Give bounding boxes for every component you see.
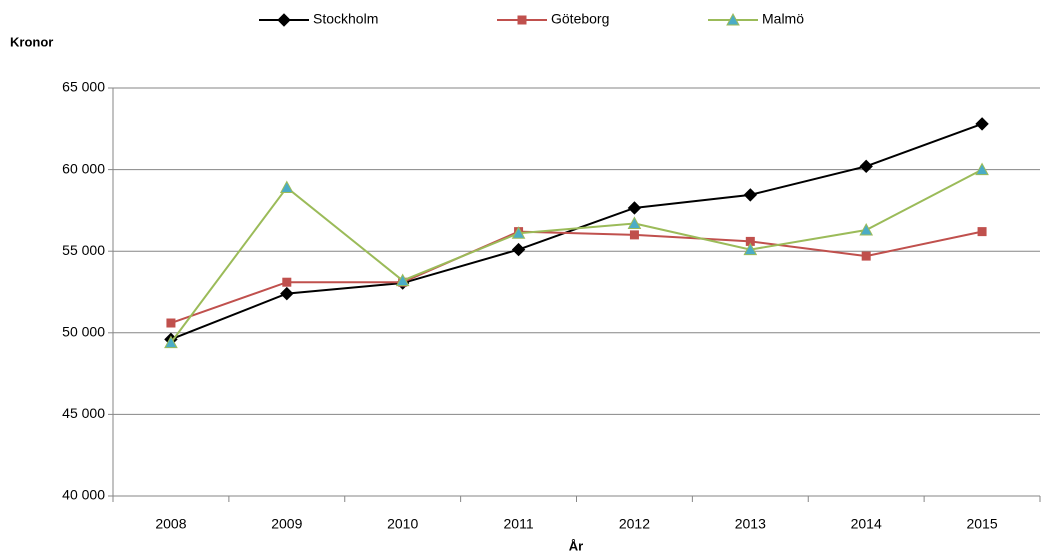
marker: [511, 242, 526, 257]
marker: [975, 117, 989, 131]
marker: [280, 286, 294, 301]
marker: [861, 251, 871, 261]
y-tick-label: 50 000: [62, 324, 105, 340]
x-tick-label: 2010: [387, 516, 418, 532]
marker: [627, 216, 642, 229]
marker: [726, 12, 740, 26]
marker: [517, 15, 527, 25]
line: [170, 168, 983, 344]
x-tick-label: 2013: [735, 516, 766, 532]
marker: [282, 277, 292, 287]
marker: [277, 13, 291, 27]
marker: [395, 273, 410, 287]
line: [170, 230, 983, 324]
marker: [859, 159, 873, 174]
x-tick-label: 2009: [271, 516, 302, 532]
x-tick-label: 2008: [155, 516, 186, 532]
marker: [977, 227, 987, 237]
x-tick-label: 2012: [619, 516, 650, 532]
legend-label: Malmö: [762, 11, 804, 27]
x-tick-label: 2011: [504, 516, 534, 532]
marker: [743, 242, 758, 256]
x-axis-label: År: [569, 538, 583, 553]
marker: [627, 201, 642, 215]
y-tick-label: 55 000: [62, 242, 105, 258]
y-axis-label: Kronor: [10, 34, 53, 49]
y-tick-label: 65 000: [62, 79, 105, 95]
legend-label: Stockholm: [313, 11, 378, 27]
y-tick-label: 40 000: [62, 487, 105, 503]
marker: [166, 318, 176, 328]
marker: [164, 335, 178, 349]
marker: [859, 222, 874, 236]
marker: [279, 180, 294, 194]
marker: [975, 162, 989, 176]
marker: [629, 230, 639, 240]
x-tick-label: 2014: [851, 516, 882, 532]
marker: [511, 226, 526, 239]
y-tick-label: 60 000: [62, 160, 105, 176]
x-tick-label: 2015: [966, 516, 997, 532]
marker: [743, 188, 758, 202]
y-tick-label: 45 000: [62, 405, 105, 421]
legend-label: Göteborg: [551, 11, 609, 27]
